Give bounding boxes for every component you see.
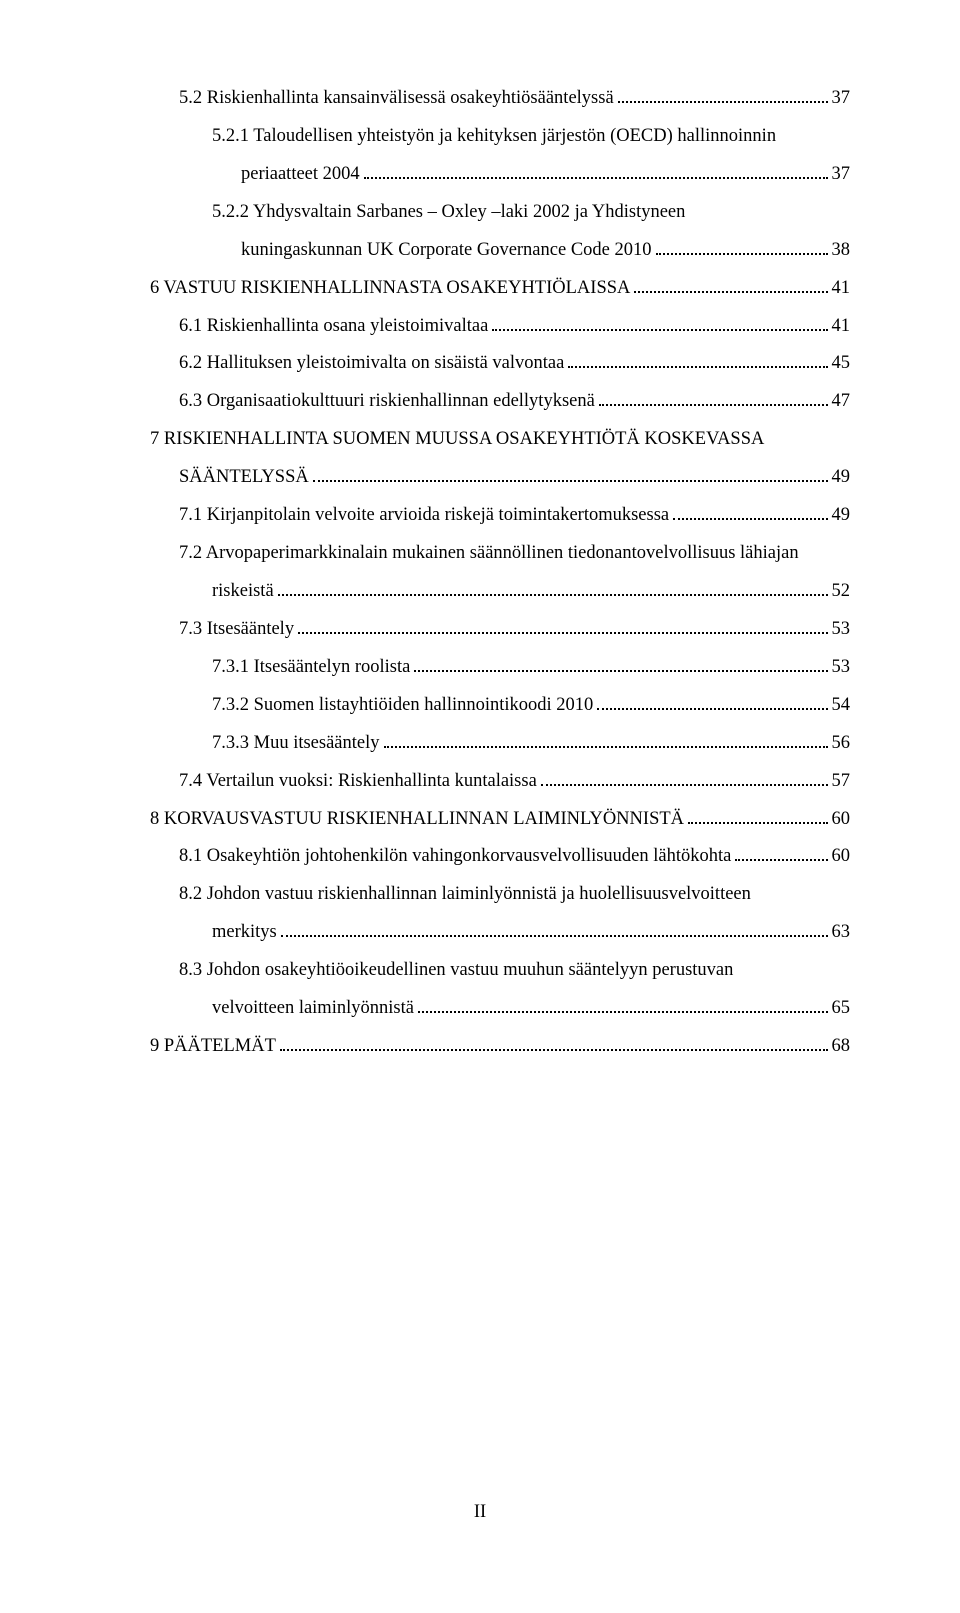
toc-label: 5.2.1 Taloudellisen yhteistyön ja kehity… — [212, 118, 776, 156]
toc-label: 6.3 Organisaatiokulttuuri riskienhallinn… — [179, 383, 595, 421]
toc-leader-dots — [656, 237, 828, 255]
toc-entry: 7.3.1 Itsesääntelyn roolista 53 — [150, 649, 850, 687]
toc-page-number: 53 — [832, 649, 851, 687]
toc-leader-dots — [735, 844, 827, 862]
toc-page-number: 37 — [832, 156, 851, 194]
toc-entry-continuation: SÄÄNTELYSSÄ 49 — [150, 459, 850, 497]
toc-leader-dots — [568, 351, 827, 369]
toc-entry: 7.1 Kirjanpitolain velvoite arvioida ris… — [150, 497, 850, 535]
toc-page-number: 45 — [832, 345, 851, 383]
toc-page-number: 60 — [832, 838, 851, 876]
toc-page-number: 38 — [832, 232, 851, 270]
toc-label: 7.3 Itsesääntely — [179, 611, 294, 649]
toc-entry: 7.2 Arvopaperimarkkinalain mukainen sään… — [150, 535, 850, 573]
toc-page-number: 49 — [832, 459, 851, 497]
toc-entry: 7 RISKIENHALLINTA SUOMEN MUUSSA OSAKEYHT… — [150, 421, 850, 459]
toc-leader-dots — [313, 465, 828, 483]
toc-entry: 7.3.3 Muu itsesääntely 56 — [150, 725, 850, 763]
toc-label: 7 RISKIENHALLINTA SUOMEN MUUSSA OSAKEYHT… — [150, 421, 764, 459]
toc-entry: 8.1 Osakeyhtiön johtohenkilön vahingonko… — [150, 838, 850, 876]
toc-leader-dots — [599, 389, 828, 407]
toc-entry: 5.2.1 Taloudellisen yhteistyön ja kehity… — [150, 118, 850, 156]
toc-entry-continuation: velvoitteen laiminlyönnistä 65 — [150, 990, 850, 1028]
toc-leader-dots — [688, 806, 827, 824]
toc-label: merkitys — [212, 914, 277, 952]
toc-page-number: 56 — [832, 725, 851, 763]
toc-label: 6.1 Riskienhallinta osana yleistoimivalt… — [179, 308, 488, 346]
toc-entry: 6.1 Riskienhallinta osana yleistoimivalt… — [150, 308, 850, 346]
toc-entry: 7.3.2 Suomen listayhtiöiden hallinnointi… — [150, 687, 850, 725]
toc-leader-dots — [278, 578, 828, 596]
toc-label: periaatteet 2004 — [241, 156, 360, 194]
table-of-contents: 5.2 Riskienhallinta kansainvälisessä osa… — [150, 80, 850, 1066]
toc-leader-dots — [541, 768, 828, 786]
toc-leader-dots — [634, 275, 827, 293]
toc-entry: 5.2 Riskienhallinta kansainvälisessä osa… — [150, 80, 850, 118]
toc-entry: 6.2 Hallituksen yleistoimivalta on sisäi… — [150, 345, 850, 383]
toc-leader-dots — [618, 85, 828, 103]
toc-page-number: 47 — [832, 383, 851, 421]
toc-page-number: 37 — [832, 80, 851, 118]
toc-page-number: 60 — [832, 801, 851, 839]
toc-label: 5.2 Riskienhallinta kansainvälisessä osa… — [179, 80, 614, 118]
toc-page-number: 53 — [832, 611, 851, 649]
toc-entry: 7.3 Itsesääntely 53 — [150, 611, 850, 649]
toc-page-number: 57 — [832, 763, 851, 801]
toc-label: 7.4 Vertailun vuoksi: Riskienhallinta ku… — [179, 763, 537, 801]
toc-entry-continuation: kuningaskunnan UK Corporate Governance C… — [150, 232, 850, 270]
toc-label: 9 PÄÄTELMÄT — [150, 1028, 276, 1066]
toc-leader-dots — [281, 920, 828, 938]
toc-label: 7.1 Kirjanpitolain velvoite arvioida ris… — [179, 497, 669, 535]
toc-label: riskeistä — [212, 573, 274, 611]
toc-entry: 8.3 Johdon osakeyhtiöoikeudellinen vastu… — [150, 952, 850, 990]
toc-label: 7.3.2 Suomen listayhtiöiden hallinnointi… — [212, 687, 593, 725]
toc-leader-dots — [414, 654, 827, 672]
toc-label: 8.2 Johdon vastuu riskienhallinnan laimi… — [179, 876, 751, 914]
toc-entry-continuation: merkitys 63 — [150, 914, 850, 952]
document-page: 5.2 Riskienhallinta kansainvälisessä osa… — [0, 0, 960, 1613]
toc-page-number: 52 — [832, 573, 851, 611]
toc-label: 6 VASTUU RISKIENHALLINNASTA OSAKEYHTIÖLA… — [150, 270, 630, 308]
toc-leader-dots — [597, 692, 827, 710]
toc-page-number: 63 — [832, 914, 851, 952]
toc-entry: 7.4 Vertailun vuoksi: Riskienhallinta ku… — [150, 763, 850, 801]
toc-entry: 8.2 Johdon vastuu riskienhallinnan laimi… — [150, 876, 850, 914]
toc-label: 8.3 Johdon osakeyhtiöoikeudellinen vastu… — [179, 952, 733, 990]
toc-page-number: 41 — [832, 308, 851, 346]
toc-label: 6.2 Hallituksen yleistoimivalta on sisäi… — [179, 345, 564, 383]
toc-leader-dots — [492, 313, 827, 331]
toc-leader-dots — [280, 1033, 828, 1051]
toc-label: kuningaskunnan UK Corporate Governance C… — [241, 232, 652, 270]
toc-leader-dots — [418, 995, 828, 1013]
toc-label: 7.3.3 Muu itsesääntely — [212, 725, 380, 763]
toc-leader-dots — [384, 730, 828, 748]
toc-page-number: 54 — [832, 687, 851, 725]
toc-entry: 6 VASTUU RISKIENHALLINNASTA OSAKEYHTIÖLA… — [150, 270, 850, 308]
toc-page-number: 49 — [832, 497, 851, 535]
toc-entry-continuation: riskeistä 52 — [150, 573, 850, 611]
toc-page-number: 68 — [832, 1028, 851, 1066]
toc-label: 8 KORVAUSVASTUU RISKIENHALLINNAN LAIMINL… — [150, 801, 684, 839]
toc-entry: 5.2.2 Yhdysvaltain Sarbanes – Oxley –lak… — [150, 194, 850, 232]
toc-leader-dots — [298, 616, 827, 634]
toc-entry: 6.3 Organisaatiokulttuuri riskienhallinn… — [150, 383, 850, 421]
page-footer: II — [0, 1502, 960, 1523]
toc-label: 5.2.2 Yhdysvaltain Sarbanes – Oxley –lak… — [212, 194, 685, 232]
toc-label: 8.1 Osakeyhtiön johtohenkilön vahingonko… — [179, 838, 731, 876]
toc-leader-dots — [364, 161, 828, 179]
toc-entry: 9 PÄÄTELMÄT 68 — [150, 1028, 850, 1066]
toc-label: 7.2 Arvopaperimarkkinalain mukainen sään… — [179, 535, 799, 573]
toc-entry: 8 KORVAUSVASTUU RISKIENHALLINNAN LAIMINL… — [150, 801, 850, 839]
toc-label: SÄÄNTELYSSÄ — [179, 459, 309, 497]
toc-entry-continuation: periaatteet 2004 37 — [150, 156, 850, 194]
toc-label: 7.3.1 Itsesääntelyn roolista — [212, 649, 410, 687]
toc-leader-dots — [673, 502, 827, 520]
toc-page-number: 41 — [832, 270, 851, 308]
toc-page-number: 65 — [832, 990, 851, 1028]
toc-label: velvoitteen laiminlyönnistä — [212, 990, 414, 1028]
